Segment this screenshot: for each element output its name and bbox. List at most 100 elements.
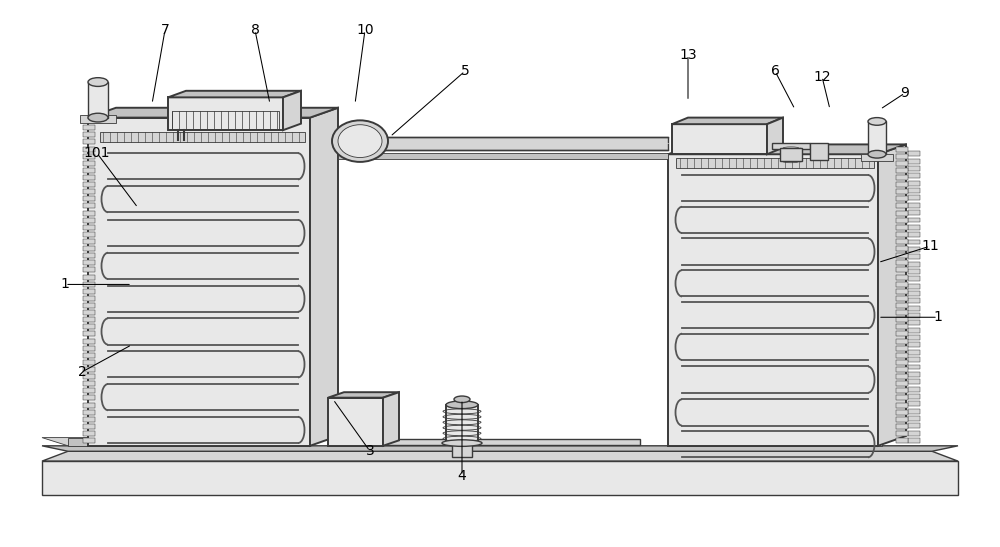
Bar: [908, 173, 920, 178]
Text: 5: 5: [461, 64, 469, 78]
Bar: [338, 153, 668, 159]
Bar: [896, 324, 908, 329]
Polygon shape: [767, 118, 783, 154]
Bar: [83, 218, 95, 223]
Bar: [896, 196, 908, 201]
Bar: [772, 143, 810, 149]
Bar: [83, 196, 95, 201]
Bar: [83, 339, 95, 344]
Bar: [672, 124, 767, 154]
Bar: [83, 282, 95, 287]
Bar: [908, 159, 920, 164]
Bar: [896, 367, 908, 372]
Bar: [83, 175, 95, 180]
Bar: [83, 168, 95, 173]
Bar: [896, 267, 908, 272]
Bar: [452, 443, 472, 457]
Bar: [83, 395, 95, 400]
Bar: [83, 388, 95, 393]
Bar: [908, 401, 920, 406]
Bar: [908, 152, 920, 156]
Bar: [83, 147, 95, 152]
Bar: [83, 132, 95, 137]
Bar: [83, 139, 95, 144]
Text: 12: 12: [813, 69, 831, 84]
Ellipse shape: [868, 150, 886, 158]
Bar: [168, 97, 283, 130]
Bar: [810, 143, 828, 160]
Text: 1: 1: [934, 310, 942, 324]
Bar: [672, 438, 882, 446]
Bar: [83, 353, 95, 358]
Bar: [896, 189, 908, 194]
Bar: [83, 424, 95, 429]
Bar: [83, 211, 95, 216]
Bar: [896, 232, 908, 237]
Bar: [908, 364, 920, 369]
Bar: [896, 253, 908, 258]
Polygon shape: [42, 438, 268, 446]
Ellipse shape: [332, 120, 388, 162]
Bar: [83, 310, 95, 315]
Bar: [338, 137, 668, 150]
Bar: [83, 161, 95, 166]
Bar: [83, 317, 95, 322]
Text: 4: 4: [458, 469, 466, 483]
Bar: [908, 232, 920, 237]
Bar: [908, 357, 920, 362]
Bar: [896, 360, 908, 365]
Bar: [80, 115, 116, 123]
Bar: [896, 246, 908, 251]
Bar: [83, 253, 95, 258]
Bar: [83, 239, 95, 244]
Bar: [896, 339, 908, 344]
Bar: [83, 410, 95, 415]
Bar: [908, 181, 920, 185]
Bar: [896, 218, 908, 223]
Bar: [908, 247, 920, 252]
Bar: [908, 166, 920, 171]
Bar: [908, 313, 920, 318]
Bar: [896, 239, 908, 244]
Ellipse shape: [454, 396, 470, 403]
Bar: [83, 125, 95, 130]
Bar: [83, 267, 95, 272]
Bar: [896, 331, 908, 336]
Ellipse shape: [446, 401, 478, 409]
Bar: [908, 276, 920, 281]
Bar: [896, 282, 908, 287]
Bar: [908, 342, 920, 347]
Bar: [83, 367, 95, 372]
Bar: [83, 417, 95, 422]
Text: 2: 2: [78, 365, 86, 379]
Bar: [908, 240, 920, 245]
Bar: [83, 225, 95, 230]
Text: 11: 11: [921, 239, 939, 253]
Bar: [908, 291, 920, 296]
Bar: [896, 203, 908, 208]
Polygon shape: [668, 144, 906, 154]
Bar: [83, 275, 95, 280]
Bar: [896, 296, 908, 301]
Bar: [780, 148, 802, 161]
Bar: [446, 405, 478, 443]
Bar: [896, 225, 908, 230]
Bar: [896, 317, 908, 322]
Bar: [172, 111, 279, 129]
Bar: [83, 303, 95, 308]
Ellipse shape: [868, 118, 886, 125]
Ellipse shape: [338, 125, 382, 158]
Bar: [83, 381, 95, 386]
Bar: [896, 417, 908, 422]
Bar: [83, 346, 95, 351]
Bar: [861, 154, 893, 161]
Bar: [896, 353, 908, 358]
Bar: [896, 403, 908, 408]
Bar: [908, 394, 920, 399]
Ellipse shape: [442, 440, 482, 446]
Bar: [896, 168, 908, 173]
Text: 6: 6: [771, 64, 779, 78]
Polygon shape: [42, 451, 958, 461]
Bar: [83, 331, 95, 336]
Bar: [908, 387, 920, 392]
